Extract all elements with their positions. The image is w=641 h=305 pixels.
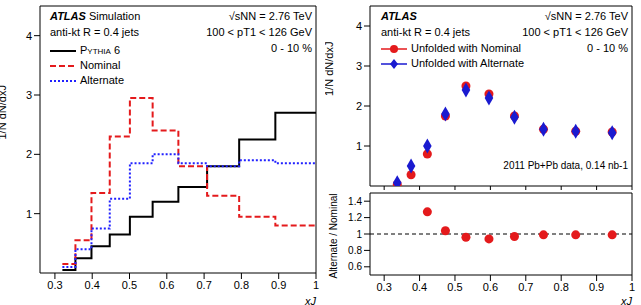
svg-text:2: 2 bbox=[356, 100, 362, 112]
svg-text:0.7: 0.7 bbox=[518, 281, 533, 293]
html-text:anti-kt R = 0.4 jets: anti-kt R = 0.4 jets bbox=[50, 26, 139, 38]
svg-text:1: 1 bbox=[313, 279, 319, 291]
svg-text:0.7: 0.7 bbox=[196, 279, 211, 291]
svg-text:0.3: 0.3 bbox=[377, 281, 392, 293]
svg-text:1.4: 1.4 bbox=[348, 196, 362, 207]
svg-text:1: 1 bbox=[26, 208, 32, 220]
svg-text:xJ: xJ bbox=[620, 295, 633, 305]
svg-text:0.6: 0.6 bbox=[348, 261, 362, 272]
svg-text:0.4: 0.4 bbox=[85, 279, 100, 291]
svg-text:0.9: 0.9 bbox=[589, 281, 604, 293]
svg-text:2: 2 bbox=[26, 148, 32, 160]
html-text:Nominal: Nominal bbox=[80, 59, 121, 71]
html-text:ATLAS: ATLAS bbox=[381, 10, 417, 22]
html-text:Unfolded with Nominal: Unfolded with Nominal bbox=[411, 42, 522, 54]
svg-text:0.5: 0.5 bbox=[447, 281, 462, 293]
svg-text:0.3: 0.3 bbox=[47, 279, 62, 291]
html-text:2011 Pb+Pb data, 0.14 nb-1: 2011 Pb+Pb data, 0.14 nb-1 bbox=[503, 160, 628, 171]
html-text:100 < pT1 < 126 GeV: 100 < pT1 < 126 GeV bbox=[206, 26, 312, 38]
html-text:0 - 10 %: 0 - 10 % bbox=[587, 42, 628, 54]
svg-text:4: 4 bbox=[356, 20, 362, 32]
html-text:Alternate: Alternate bbox=[80, 74, 124, 86]
svg-text:xJ: xJ bbox=[304, 295, 317, 305]
svg-text:0.6: 0.6 bbox=[159, 279, 174, 291]
html-text:Pythia 6: Pythia 6 bbox=[80, 44, 121, 56]
svg-text:1.2: 1.2 bbox=[348, 212, 362, 223]
svg-text:1: 1 bbox=[356, 140, 362, 152]
html-text:ATLAS Simulation: ATLAS Simulation bbox=[50, 10, 141, 22]
svg-text:0.9: 0.9 bbox=[271, 279, 286, 291]
html-text:100 < pT1 < 126 GeV: 100 < pT1 < 126 GeV bbox=[522, 26, 628, 38]
svg-text:0.8: 0.8 bbox=[348, 245, 362, 256]
html-text:anti-kt R = 0.4 jets: anti-kt R = 0.4 jets bbox=[381, 26, 470, 38]
svg-text:1: 1 bbox=[356, 229, 362, 240]
svg-text:0.5: 0.5 bbox=[122, 279, 137, 291]
svg-text:0.8: 0.8 bbox=[554, 281, 569, 293]
svg-text:1: 1 bbox=[629, 281, 633, 293]
html-text:Unfolded with Alternate: Unfolded with Alternate bbox=[411, 57, 525, 69]
svg-text:3: 3 bbox=[26, 89, 32, 101]
html-text:Alternate / Nominal: Alternate / Nominal bbox=[327, 193, 339, 279]
svg-text:0.6: 0.6 bbox=[483, 281, 498, 293]
html-text:√sNN = 2.76 TeV: √sNN = 2.76 TeV bbox=[228, 10, 312, 22]
html-text:0 - 10 %: 0 - 10 % bbox=[271, 42, 312, 54]
svg-text:3: 3 bbox=[356, 60, 362, 72]
svg-text:1/N dN/dxJ: 1/N dN/dxJ bbox=[325, 42, 335, 96]
html-text:√sNN = 2.76 TeV: √sNN = 2.76 TeV bbox=[544, 10, 628, 22]
svg-text:0.4: 0.4 bbox=[412, 281, 427, 293]
svg-text:0.8: 0.8 bbox=[234, 279, 249, 291]
svg-text:4: 4 bbox=[26, 30, 32, 42]
